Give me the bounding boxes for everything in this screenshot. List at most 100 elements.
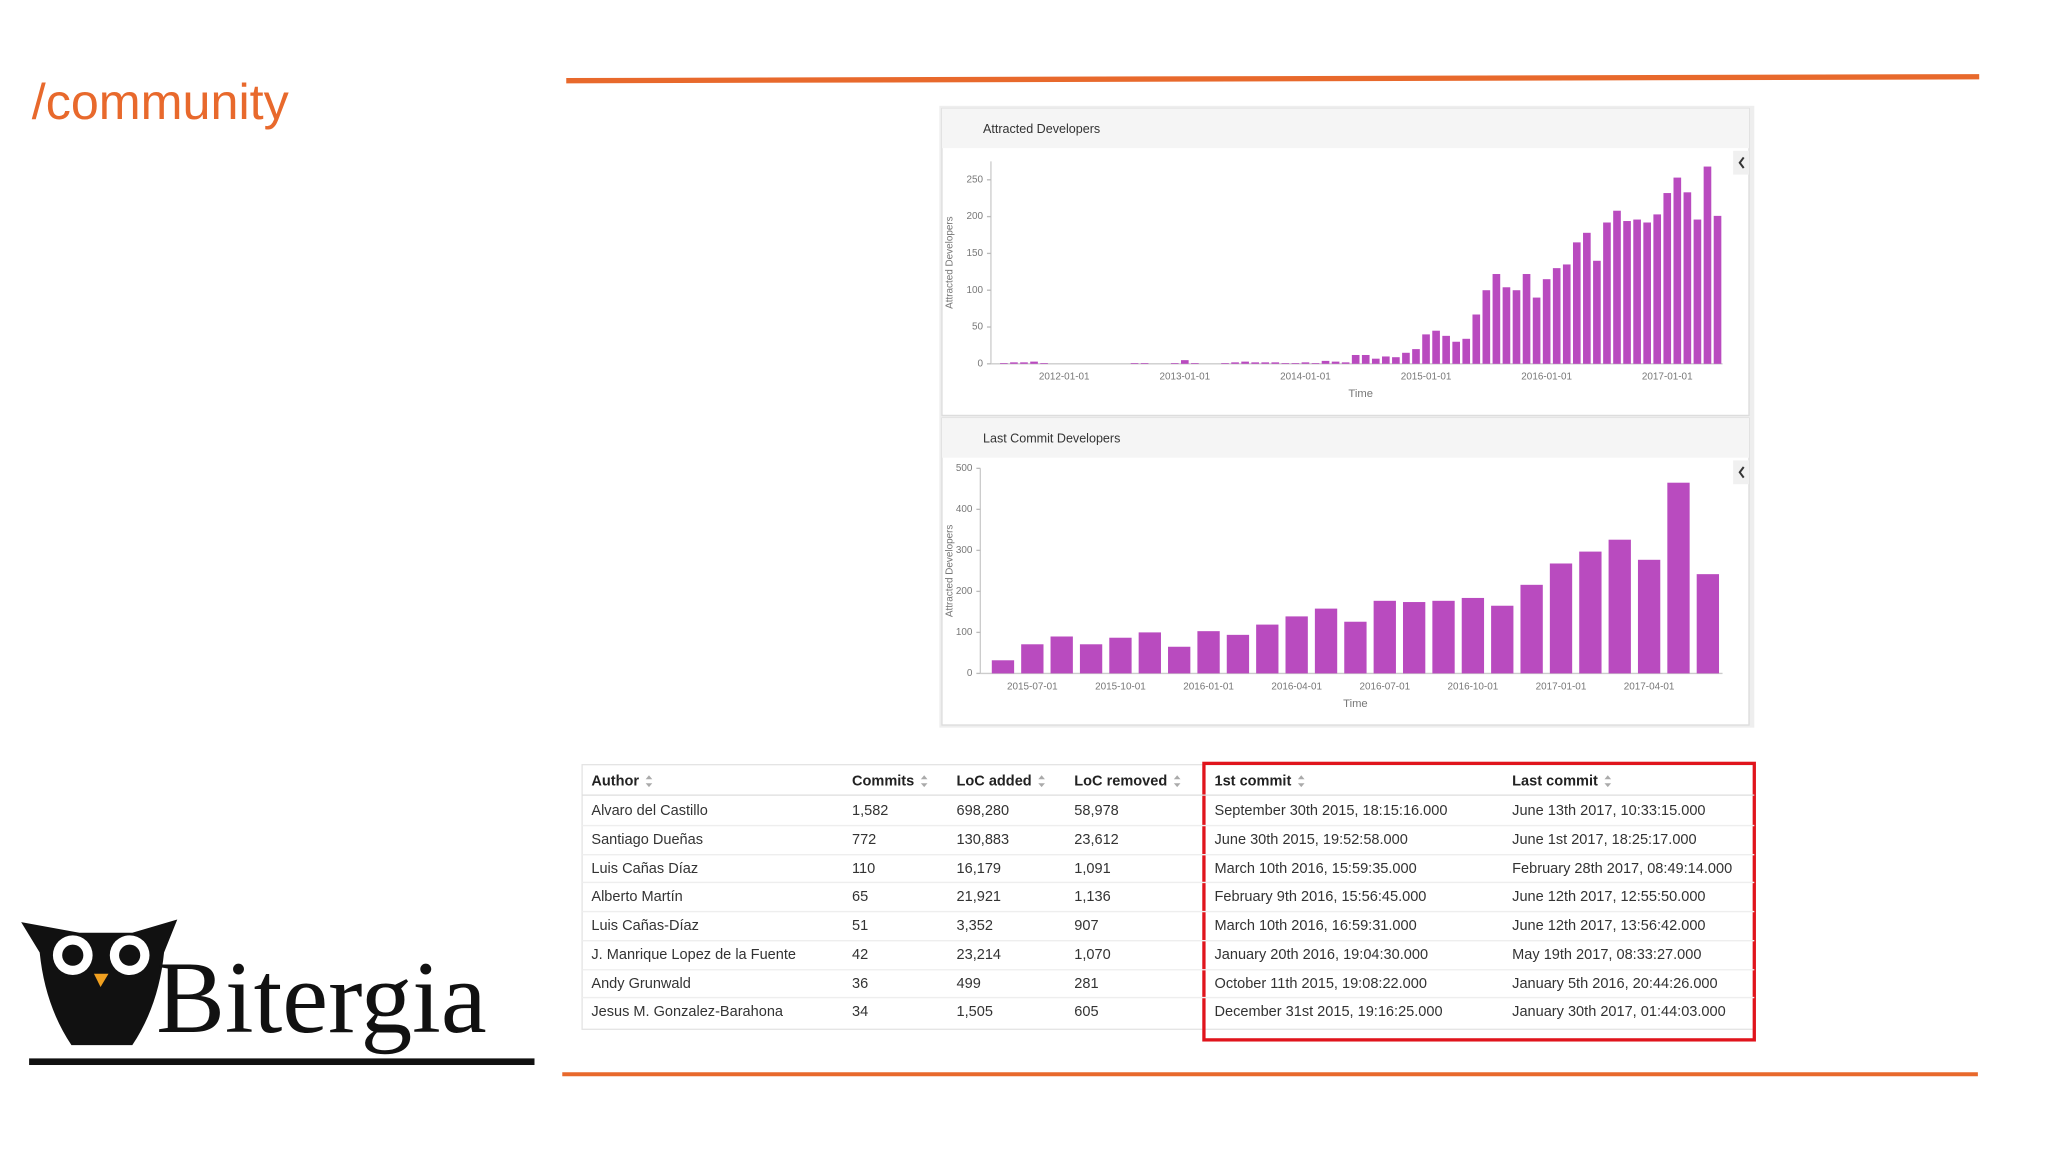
x-tick-label: 2015-01-01 xyxy=(1401,372,1452,383)
bar xyxy=(1392,357,1400,364)
bar xyxy=(1663,193,1672,364)
bar xyxy=(1010,362,1018,364)
x-tick-label: 2012-01-01 xyxy=(1039,372,1090,383)
bar xyxy=(991,660,1015,674)
y-tick-label: 100 xyxy=(966,285,983,296)
bar xyxy=(1221,363,1229,364)
y-tick-label: 400 xyxy=(956,504,973,515)
bar xyxy=(1331,361,1340,364)
table-cell: 16,179 xyxy=(957,861,1002,877)
table-cell: Santiago Dueñas xyxy=(591,832,703,848)
table-cell: 51 xyxy=(852,918,868,934)
bar xyxy=(1226,634,1250,674)
table-cell: 58,978 xyxy=(1074,803,1119,819)
bar xyxy=(1532,297,1541,364)
bar xyxy=(1522,274,1531,364)
x-axis-title: Time xyxy=(1343,698,1368,710)
sort-icon xyxy=(1173,775,1181,788)
sort-icon xyxy=(1604,775,1612,788)
table-cell: October 11th 2015, 19:08:22.000 xyxy=(1215,976,1427,992)
bar xyxy=(1040,363,1048,364)
logo-text: Bitergia xyxy=(156,941,487,1055)
table-cell: March 10th 2016, 16:59:31.000 xyxy=(1215,918,1417,934)
collapse-button[interactable] xyxy=(1733,150,1750,175)
bar xyxy=(1633,219,1641,364)
bar xyxy=(1462,338,1471,364)
column-header: Author xyxy=(591,774,639,790)
table-cell: 1,136 xyxy=(1074,889,1110,905)
table-cell: Luis Cañas Díaz xyxy=(591,861,698,877)
bar xyxy=(1562,264,1571,364)
bar xyxy=(1191,363,1199,364)
y-axis-title: Attracted Developers xyxy=(945,525,956,618)
bar xyxy=(1613,210,1621,364)
bar xyxy=(1130,363,1139,364)
table-cell: 772 xyxy=(852,832,876,848)
panel-title: Attracted Developers xyxy=(983,122,1100,136)
table-cell: 1,070 xyxy=(1074,947,1110,963)
table-cell: March 10th 2016, 15:59:35.000 xyxy=(1215,861,1417,877)
y-tick-label: 0 xyxy=(967,668,973,679)
table-cell: Alberto Martín xyxy=(591,889,682,905)
bar xyxy=(1140,363,1149,364)
bar xyxy=(1344,621,1367,674)
y-tick-label: 150 xyxy=(966,248,983,259)
bar xyxy=(1593,260,1601,364)
table-cell: J. Manrique Lopez de la Fuente xyxy=(591,947,796,963)
bar xyxy=(1696,574,1720,674)
sort-icon xyxy=(920,775,928,788)
bar xyxy=(1572,242,1581,364)
bar xyxy=(1321,360,1330,364)
column-header: LoC added xyxy=(957,774,1032,790)
bar xyxy=(1314,608,1338,674)
bar xyxy=(1021,644,1044,674)
chevron-icon xyxy=(1738,156,1745,479)
table-cell: Luis Cañas-Díaz xyxy=(591,918,699,934)
bar xyxy=(1180,360,1189,364)
table-cell: 499 xyxy=(957,976,981,992)
bar xyxy=(1482,290,1491,364)
column-header: LoC removed xyxy=(1074,774,1167,790)
sort-icon xyxy=(645,775,653,788)
bar xyxy=(1452,341,1461,364)
collapse-button[interactable] xyxy=(1733,460,1750,485)
bar xyxy=(1251,362,1259,364)
table-cell: Alvaro del Castillo xyxy=(591,803,707,819)
table-bg xyxy=(581,764,1755,1030)
table-cell: 23,214 xyxy=(957,947,1002,963)
bar xyxy=(1256,624,1279,674)
bar xyxy=(1653,214,1662,364)
table-cell: May 19th 2017, 08:33:27.000 xyxy=(1512,947,1701,963)
bar xyxy=(1261,362,1270,364)
bar xyxy=(1168,646,1191,674)
bar xyxy=(1412,349,1420,364)
bar xyxy=(1442,335,1450,364)
x-tick-label: 2016-07-01 xyxy=(1359,681,1410,692)
bar xyxy=(1351,354,1360,364)
bar xyxy=(1461,597,1485,674)
x-tick-label: 2016-01-01 xyxy=(1183,681,1234,692)
highlight-box xyxy=(1202,761,1756,1042)
bar xyxy=(1549,563,1573,674)
column-header: Last commit xyxy=(1512,774,1598,790)
bar xyxy=(1231,362,1239,364)
bar xyxy=(1432,600,1455,674)
bar xyxy=(1281,363,1290,364)
bar xyxy=(1542,279,1551,364)
table-cell: 36 xyxy=(852,976,868,992)
bar xyxy=(1703,166,1712,364)
table-cell: December 31st 2015, 19:16:25.000 xyxy=(1215,1004,1443,1020)
table-cell: January 20th 2016, 19:04:30.000 xyxy=(1215,947,1429,963)
bar xyxy=(1583,232,1591,364)
table-cell: June 1st 2017, 18:25:17.000 xyxy=(1512,832,1696,848)
bar xyxy=(1432,330,1440,364)
y-tick-label: 200 xyxy=(966,211,983,222)
table-cell: Andy Grunwald xyxy=(591,976,690,992)
bar xyxy=(1271,362,1280,364)
panel-header xyxy=(941,418,1750,458)
table-cell: 605 xyxy=(1074,1004,1098,1020)
bar xyxy=(1492,274,1501,364)
table-cell: June 30th 2015, 19:52:58.000 xyxy=(1215,832,1408,848)
x-tick-label: 2017-01-01 xyxy=(1536,681,1587,692)
